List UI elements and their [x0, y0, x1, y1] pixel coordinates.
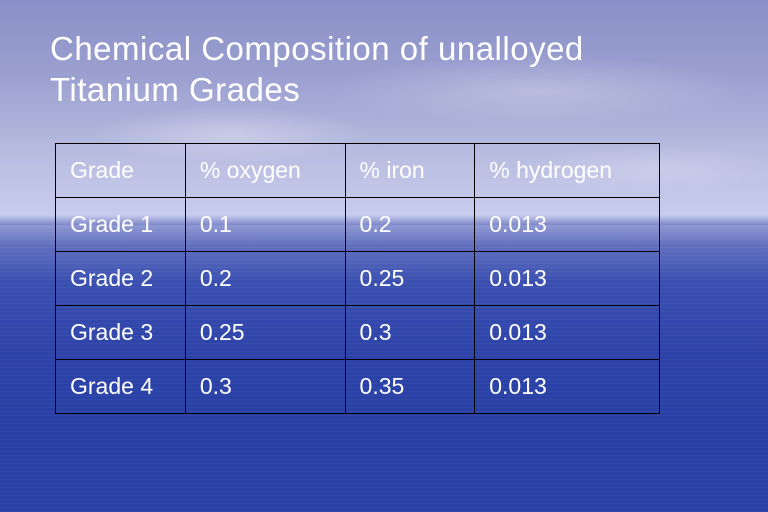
cell-hydrogen: 0.013 — [475, 305, 660, 359]
slide-container: Chemical Composition of unalloyed Titani… — [0, 0, 768, 512]
cell-grade: Grade 4 — [56, 359, 186, 413]
cell-hydrogen: 0.013 — [475, 359, 660, 413]
cell-iron: 0.25 — [345, 251, 475, 305]
table-row: Grade 4 0.3 0.35 0.013 — [56, 359, 660, 413]
cell-iron: 0.3 — [345, 305, 475, 359]
cell-grade: Grade 3 — [56, 305, 186, 359]
composition-table: Grade % oxygen % iron % hydrogen Grade 1… — [55, 143, 660, 414]
slide-title: Chemical Composition of unalloyed Titani… — [50, 28, 718, 111]
column-header-grade: Grade — [56, 143, 186, 197]
cell-oxygen: 0.1 — [185, 197, 345, 251]
cell-oxygen: 0.2 — [185, 251, 345, 305]
table-row: Grade 1 0.1 0.2 0.013 — [56, 197, 660, 251]
cell-iron: 0.2 — [345, 197, 475, 251]
cell-hydrogen: 0.013 — [475, 251, 660, 305]
cell-iron: 0.35 — [345, 359, 475, 413]
table-header-row: Grade % oxygen % iron % hydrogen — [56, 143, 660, 197]
column-header-oxygen: % oxygen — [185, 143, 345, 197]
table-row: Grade 3 0.25 0.3 0.013 — [56, 305, 660, 359]
cell-oxygen: 0.3 — [185, 359, 345, 413]
cell-grade: Grade 2 — [56, 251, 186, 305]
table-row: Grade 2 0.2 0.25 0.013 — [56, 251, 660, 305]
cell-hydrogen: 0.013 — [475, 197, 660, 251]
column-header-iron: % iron — [345, 143, 475, 197]
cell-grade: Grade 1 — [56, 197, 186, 251]
cell-oxygen: 0.25 — [185, 305, 345, 359]
column-header-hydrogen: % hydrogen — [475, 143, 660, 197]
